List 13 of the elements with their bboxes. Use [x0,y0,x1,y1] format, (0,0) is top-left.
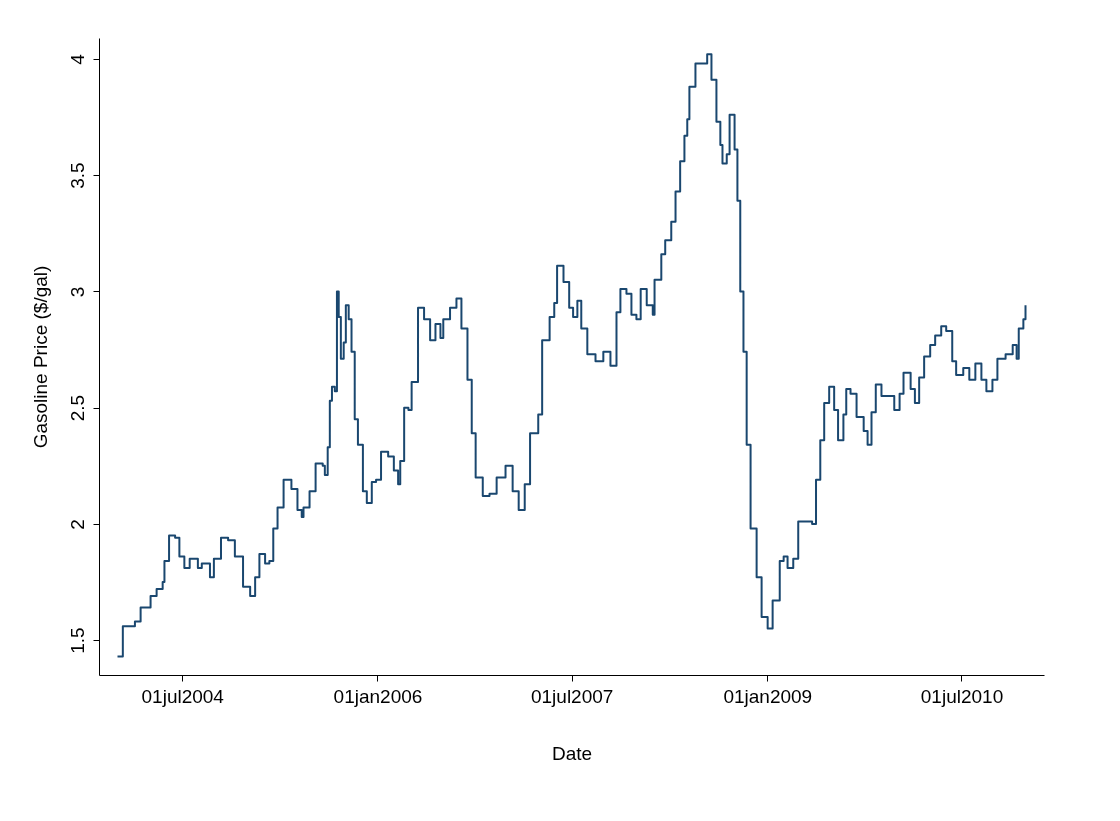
y-tick-label: 2.5 [66,394,88,422]
y-axis-title: Gasoline Price ($/gal) [29,265,51,449]
x-tick-label: 01jan2009 [723,685,813,707]
y-tick-label: 3.5 [66,162,88,189]
y-tick-label: 1.5 [66,627,88,654]
x-tick-label: 01jan2006 [333,685,423,707]
x-tick-label: 01jul2004 [141,685,225,707]
x-tick-label: 01jul2010 [920,685,1004,707]
y-tick-label: 3 [66,286,88,298]
y-tick-label: 2 [66,519,88,530]
x-tick-label: 01jul2007 [530,685,614,707]
y-tick-label: 4 [66,53,88,65]
x-axis-title: Date [551,742,593,764]
